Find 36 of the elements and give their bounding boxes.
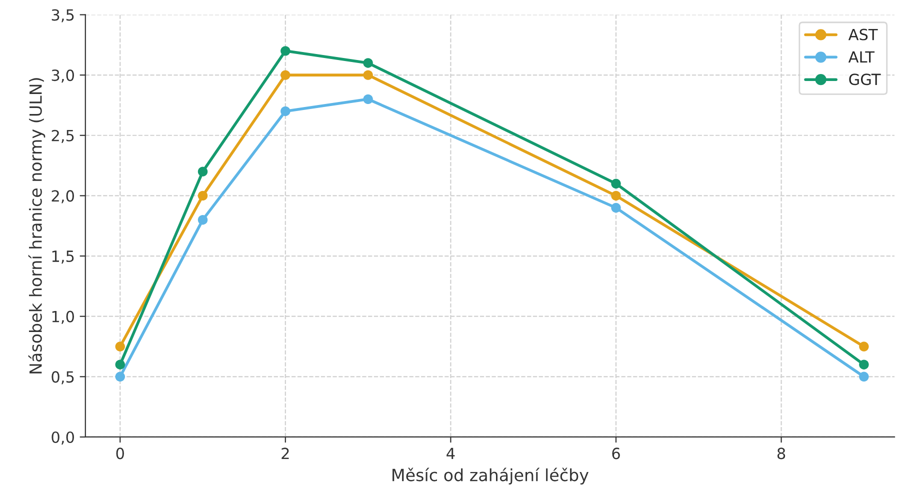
- legend-label: GGT: [849, 74, 881, 86]
- legend-label: ALT: [848, 51, 875, 63]
- y-tick-label: 0,0: [52, 431, 74, 445]
- point: [198, 190, 208, 201]
- x-tick-label: 6: [612, 448, 620, 460]
- x-tick-label: 8: [777, 448, 786, 460]
- point: [198, 166, 208, 176]
- point: [280, 70, 290, 80]
- x-tick-label: 4: [446, 448, 455, 460]
- y-tick-label: 2,0: [52, 190, 74, 204]
- point: [611, 202, 621, 213]
- x-axis-title: Měsíc od zahájení léčby: [392, 468, 588, 485]
- y-tick-label: 1,5: [52, 250, 74, 264]
- point: [611, 190, 621, 201]
- y-tick-label: 3,5: [52, 9, 74, 22]
- point: [363, 70, 373, 80]
- point: [198, 214, 208, 225]
- legend-label: AST: [848, 28, 878, 40]
- point: [280, 106, 290, 116]
- point: [115, 372, 125, 382]
- point: [363, 58, 373, 68]
- point: [280, 46, 290, 56]
- y-axis-title: Násobek horní hranice normy (ULN): [28, 78, 46, 374]
- y-tick-label: 0,5: [52, 371, 74, 384]
- x-tick-label: 0: [116, 448, 124, 460]
- y-tick-label: 1,0: [52, 310, 74, 324]
- point: [859, 360, 869, 370]
- point: [363, 94, 373, 104]
- y-tick-label: 2,5: [52, 130, 74, 143]
- point: [115, 360, 125, 370]
- x-tick-label: 2: [282, 448, 289, 460]
- point: [115, 342, 125, 352]
- point: [859, 372, 869, 382]
- y-tick-label: 3,0: [52, 70, 74, 83]
- point: [611, 178, 621, 188]
- point: [859, 342, 869, 352]
